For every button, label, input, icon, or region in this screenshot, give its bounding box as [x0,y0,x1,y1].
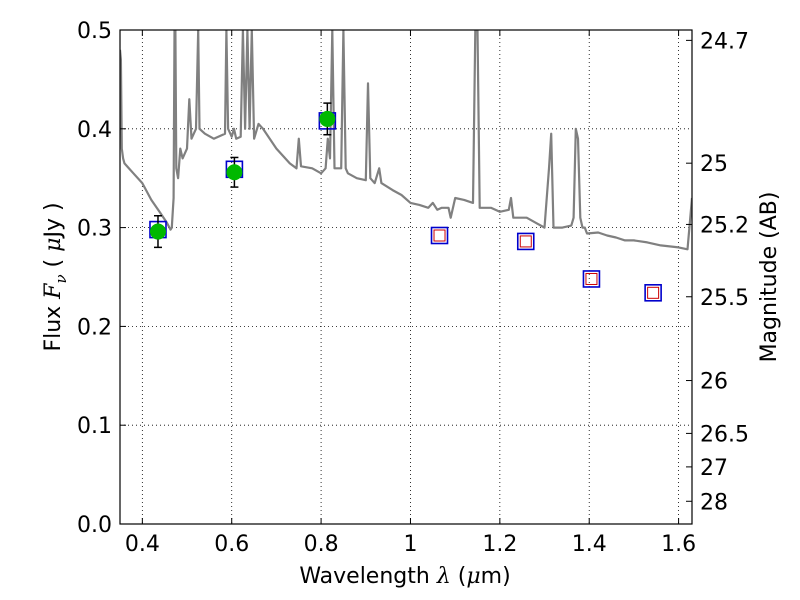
y2-axis-label: Magnitude (AB) [757,192,782,363]
x-tick-label: 0.6 [214,532,249,557]
y2-tick-label: 25.2 [700,213,749,238]
x-tick-label: 0.4 [125,532,160,557]
y-axis-label: Flux Fν ( μJy ) [41,202,70,351]
model-photometry-box [582,270,601,288]
x-tick-label: 1.4 [572,532,607,557]
x-tick-label: 1.2 [482,532,517,557]
y2-tick-label: 24.7 [700,29,749,54]
axes: 0.4 0.6 0.8 1 1.2 1.4 1.6 0.0 0.1 0.2 0.3 0.4 0.5 24.… [77,19,749,557]
y-tick-label: 0.2 [77,315,112,340]
upper-limit-box [519,235,532,248]
y2-tick-label: 28 [700,490,728,515]
y-tick-label: 0.1 [77,414,112,439]
model-photometry-box [644,284,662,302]
model-photometry-box [516,232,535,251]
x-tick-label: 1 [403,532,417,557]
x-tick-label: 0.8 [304,532,339,557]
model-photometry-box [430,226,449,245]
x-tick-label: 1.6 [661,532,696,557]
y2-tick-label: 26 [700,370,728,395]
upper-limit-box [585,272,598,285]
y2-tick-label: 25.5 [700,286,749,311]
plot-frame [119,29,693,525]
y-tick-label: 0.0 [77,513,112,538]
y2-tick-label: 27 [700,456,728,481]
plot-series [120,30,692,302]
model-spectrum-line [120,30,692,251]
y2-tick-label: 25 [700,152,728,177]
upper-limit-box [433,229,446,242]
observed-point [149,223,166,240]
y2-tick-label: 26.5 [700,422,749,447]
y-tick-label: 0.5 [77,19,112,44]
upper-limit-box [647,286,660,299]
y-tick-label: 0.4 [77,118,112,143]
x-axis-label: Wavelength λ (μm) [299,564,510,589]
y-tick-label: 0.3 [77,217,112,242]
observed-point [319,110,336,127]
observed-point [226,164,243,181]
grid-lines [120,30,692,524]
